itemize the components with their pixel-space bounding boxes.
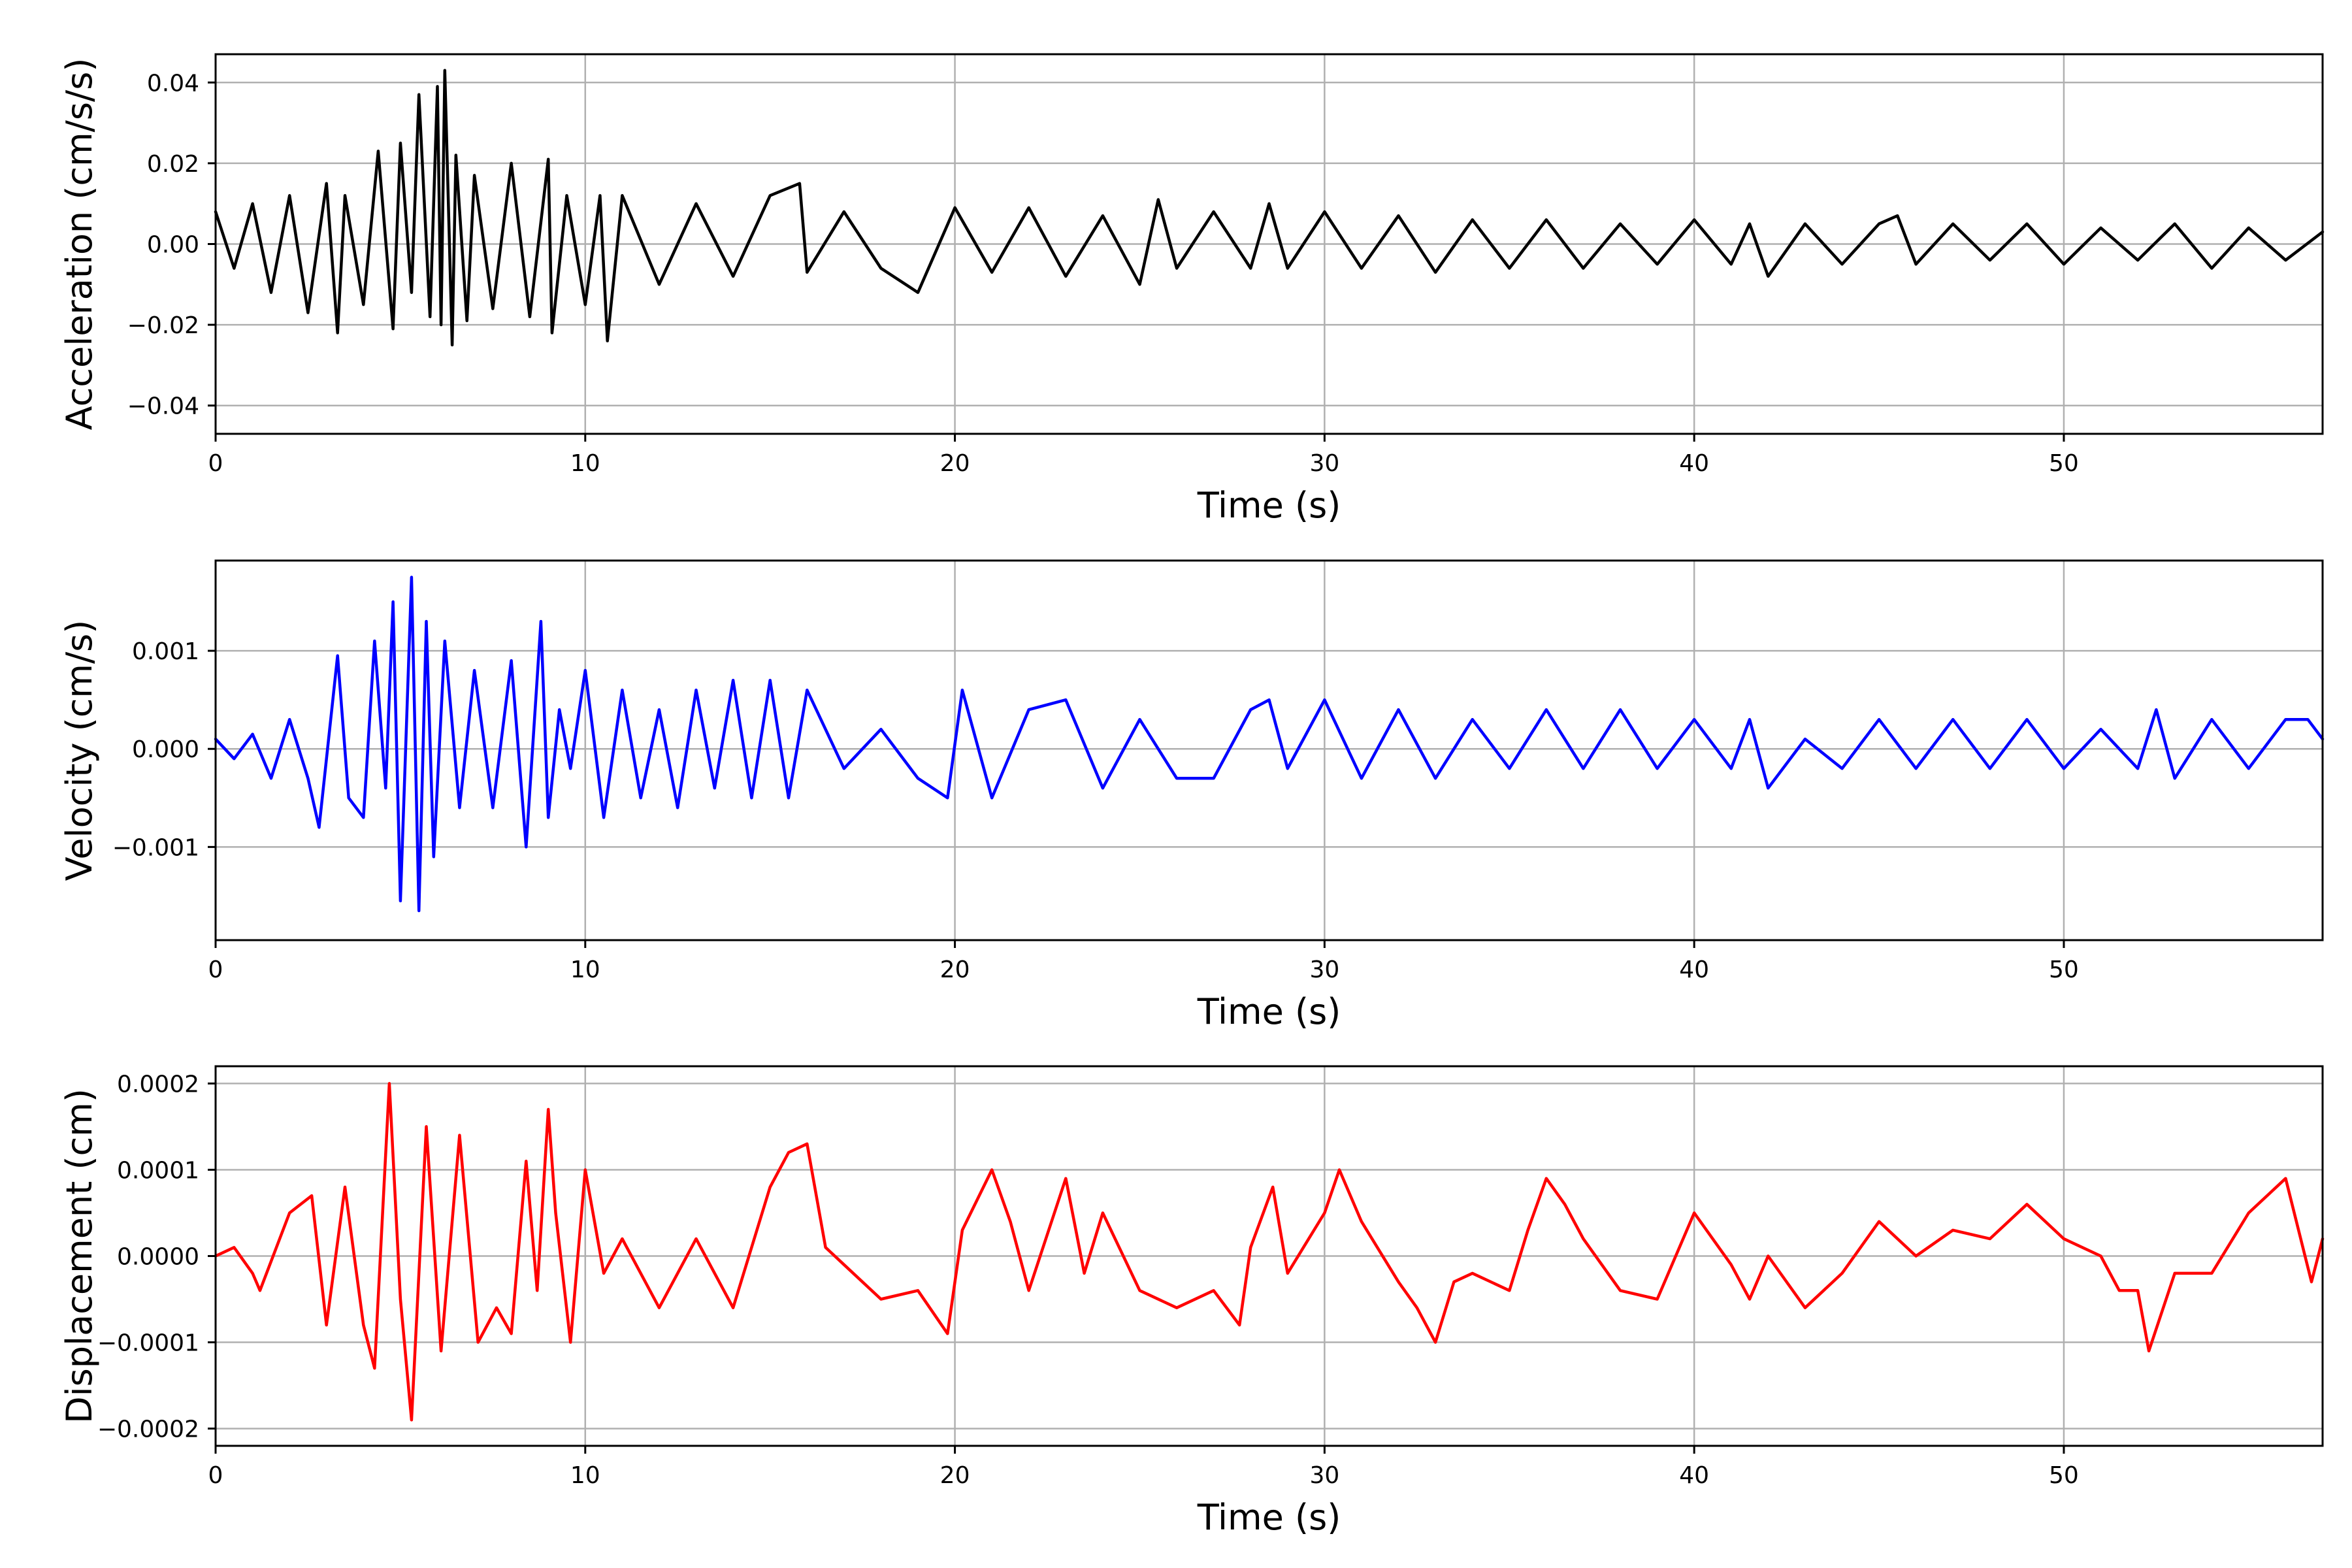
velocity-y-tick-label: −0.001 [112,834,199,861]
velocity-y-axis-label: Velocity (cm/s) [59,620,100,881]
acceleration-x-axis-label: Time (s) [1197,485,1341,526]
acceleration-y-tick-label: 0.04 [147,70,199,97]
acceleration-x-tick-label: 30 [1309,450,1339,477]
velocity-x-tick-label: 10 [570,956,600,983]
displacement-x-tick-label: 40 [1679,1462,1709,1489]
velocity-y-tick-label: 0.000 [132,736,199,763]
displacement-x-tick-label: 0 [208,1462,223,1489]
displacement-series-line [214,1082,2325,1422]
displacement-x-tick-label: 20 [940,1462,970,1489]
displacement-y-tick-label: −0.0002 [97,1416,199,1443]
acceleration-y-tick-label: 0.02 [147,151,199,178]
velocity-panel: 0 10 20 30 40 50 0.001 0.000 −0.001 Time (s) Veloc… [59,559,2325,1032]
velocity-x-tick-label: 20 [940,956,970,983]
displacement-y-tick-label: 0.0001 [117,1157,199,1184]
displacement-y-tick-label: −0.0001 [97,1330,199,1357]
displacement-panel: 0 10 20 30 40 50 0.0002 0.0001 0.0000 −0.0001 −0.0… [59,1065,2325,1538]
displacement-x-tick-label: 50 [2049,1462,2079,1489]
velocity-x-tick-label: 40 [1679,956,1709,983]
acceleration-x-tick-label: 10 [570,450,600,477]
acceleration-y-axis-label: Acceleration (cm/s/s) [59,58,100,431]
acceleration-panel: 0 10 20 30 40 50 0.04 0.02 0.00 −0.02 −0.04 Time (s… [59,53,2325,526]
velocity-x-tick-label: 0 [208,956,223,983]
displacement-x-axis-label: Time (s) [1197,1497,1341,1538]
acceleration-y-tick-label: 0.00 [147,232,199,259]
acceleration-x-tick-label: 20 [940,450,970,477]
acceleration-y-tick-label: −0.04 [127,393,199,420]
velocity-axes-frame [214,559,2324,941]
velocity-series-line [214,576,2325,913]
displacement-y-axis-label: Displacement (cm) [59,1088,100,1424]
displacement-y-tick-label: 0.0000 [117,1244,199,1271]
displacement-x-tick-label: 10 [570,1462,600,1489]
velocity-x-axis-label: Time (s) [1197,991,1341,1032]
velocity-x-tick-label: 30 [1309,956,1339,983]
velocity-x-tick-label: 50 [2049,956,2079,983]
acceleration-y-tick-label: −0.02 [127,312,199,339]
displacement-y-tick-label: 0.0002 [117,1071,199,1098]
acceleration-x-tick-label: 50 [2049,450,2079,477]
acceleration-x-tick-label: 40 [1679,450,1709,477]
displacement-x-tick-label: 30 [1309,1462,1339,1489]
acceleration-series-line [214,69,2325,347]
acceleration-x-tick-label: 0 [208,450,223,477]
velocity-y-tick-label: 0.001 [132,638,199,665]
